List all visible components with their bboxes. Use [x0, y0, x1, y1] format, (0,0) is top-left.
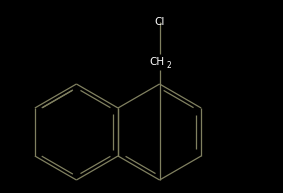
Text: Cl: Cl: [155, 17, 165, 27]
Text: CH: CH: [149, 57, 164, 67]
Text: 2: 2: [166, 60, 171, 69]
